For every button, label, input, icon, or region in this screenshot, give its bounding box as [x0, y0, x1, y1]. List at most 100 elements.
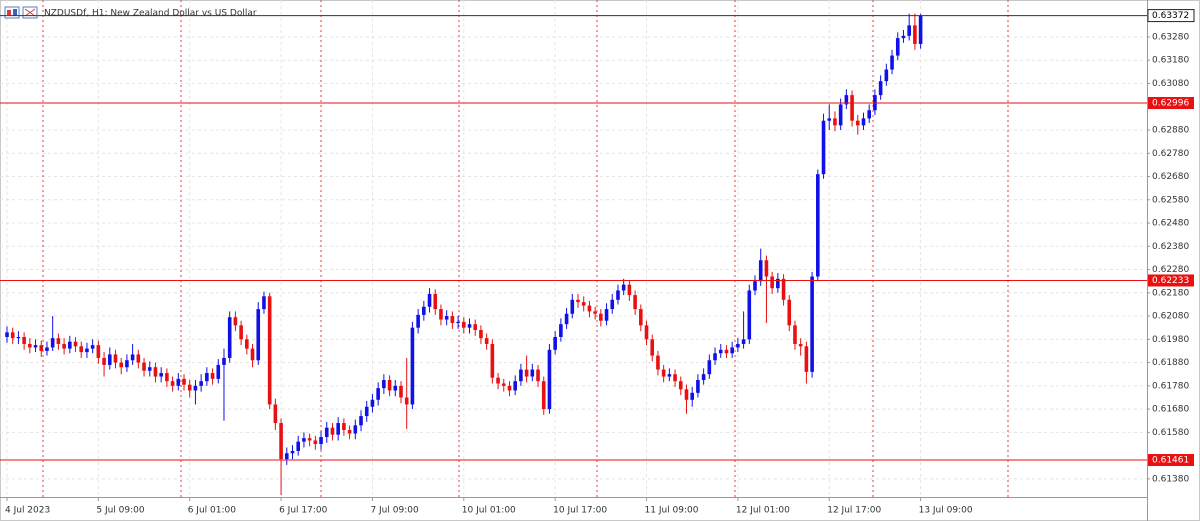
candle-body [79, 346, 84, 353]
candle-body [741, 339, 746, 344]
candle-body [581, 302, 586, 306]
candle-body [159, 373, 163, 377]
x-tick-label: 5 Jul 09:00 [96, 506, 145, 516]
candle-body [387, 380, 392, 391]
candle-body [793, 325, 797, 344]
candle-body [410, 327, 415, 405]
current-price-tag [1147, 9, 1195, 23]
candle-body [353, 425, 358, 434]
y-tick-label: 0.63180 [1152, 56, 1189, 66]
candle-body [39, 345, 44, 351]
candle-body [290, 450, 295, 454]
y-tick-label: 0.63280 [1152, 32, 1189, 42]
candle-body [844, 95, 849, 105]
candle-body [245, 339, 249, 349]
price-level-tag [1148, 274, 1194, 287]
candle-body [501, 383, 506, 386]
candle-body [776, 278, 780, 289]
candle-body [33, 345, 38, 348]
candle-body [467, 324, 472, 328]
candle-body [422, 306, 426, 315]
candle-body [462, 321, 466, 328]
y-tick-label: 0.62880 [1152, 126, 1189, 136]
candle-body [519, 369, 523, 382]
x-tick-label: 10 Jul 01:00 [462, 506, 516, 516]
candle-body [810, 276, 814, 372]
candle-body [199, 381, 203, 386]
candle-body [45, 347, 49, 351]
candle-body [530, 369, 535, 377]
symbol-icon [4, 6, 38, 19]
candle-body [279, 423, 283, 460]
candle-body [233, 317, 238, 326]
icon-part [24, 8, 36, 17]
candle-body [490, 343, 495, 378]
candle-body [205, 373, 209, 382]
candle-body [416, 314, 420, 328]
x-tick-label: 10 Jul 17:00 [553, 506, 607, 516]
x-tick-label: 12 Jul 17:00 [827, 506, 881, 516]
candle-body [176, 378, 181, 386]
chart-title: NZDUSDf, H1: New Zealand Dollar vs US Do… [44, 9, 257, 19]
candle-body [307, 438, 312, 441]
candle-body [536, 369, 540, 382]
candle-body [507, 385, 512, 391]
candle-body [216, 364, 221, 379]
candle-body [142, 362, 146, 371]
candle-body [599, 313, 603, 321]
candle-body [147, 367, 152, 371]
candle-body [56, 338, 61, 344]
candle-body [764, 260, 769, 277]
candle-body [730, 347, 734, 354]
candle-body [610, 299, 615, 310]
candle-body [165, 373, 169, 382]
candle-body [479, 330, 483, 339]
candle-body [382, 380, 386, 389]
candle-body [336, 423, 340, 435]
candle-body [239, 325, 243, 340]
candle-body [513, 381, 517, 391]
candle-body [404, 397, 409, 405]
candle-body [827, 118, 832, 121]
candle-body [701, 374, 706, 381]
candle-body [816, 174, 820, 277]
candle-body [284, 453, 289, 460]
y-tick-label: 0.61580 [1152, 428, 1189, 438]
candle-body [68, 341, 72, 349]
candle-body [850, 95, 854, 121]
candle-body [342, 423, 346, 431]
candle-body [262, 296, 266, 310]
candle-body [781, 278, 786, 300]
x-tick-label: 4 Jul 2023 [5, 506, 50, 516]
candle-body [684, 389, 689, 400]
candle-body [153, 367, 158, 377]
candle-body [633, 295, 637, 310]
candle-body [918, 15, 923, 44]
candle-body [324, 427, 329, 437]
candle-body [28, 343, 32, 348]
candle-body [484, 338, 489, 344]
candle-body [444, 316, 449, 320]
candle-body [50, 338, 55, 348]
candle-body [913, 25, 917, 44]
candle-body [456, 321, 460, 324]
candle-body [553, 336, 557, 350]
candle-body [644, 325, 649, 340]
candle-body [313, 440, 318, 444]
candle-body [770, 276, 774, 289]
y-tick-label: 0.61380 [1152, 474, 1189, 484]
candle-body [250, 348, 255, 361]
candles [5, 13, 923, 496]
candle-body [319, 436, 323, 444]
y-tick-label: 0.63080 [1152, 79, 1189, 89]
candle-body [570, 299, 575, 314]
x-tick-label: 13 Jul 09:00 [919, 506, 973, 516]
y-tick-label: 0.62480 [1152, 219, 1189, 229]
candle-body [10, 332, 15, 339]
candle-body [73, 341, 78, 347]
price-level-label: 0.61461 [1152, 456, 1189, 466]
candle-body [256, 309, 261, 361]
candle-body [496, 377, 500, 384]
candle-body [547, 349, 552, 410]
